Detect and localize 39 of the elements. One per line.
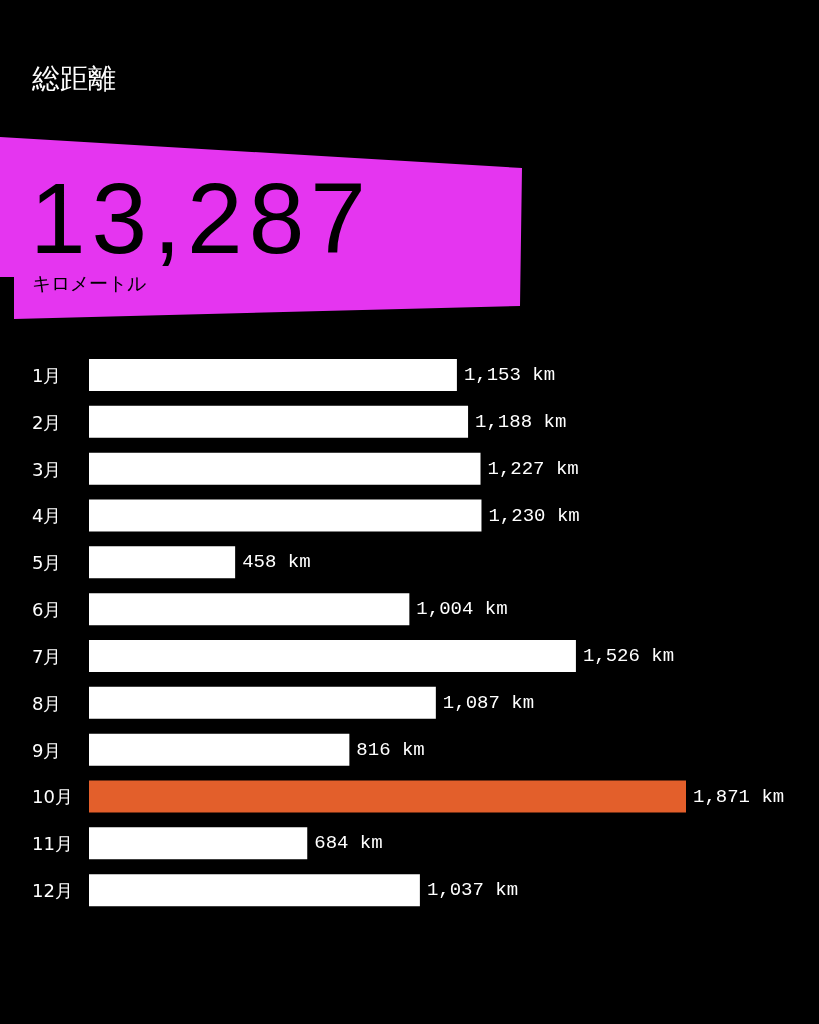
bar (89, 780, 686, 813)
data-label: 1,871 km (693, 785, 785, 808)
chart-title: 総距離 (32, 62, 116, 96)
y-tick-label: 4月 (32, 505, 62, 527)
bar (89, 874, 420, 907)
y-tick-label: 10月 (32, 786, 73, 808)
data-label: 1,188 km (475, 410, 567, 433)
y-tick-label: 9月 (32, 739, 62, 761)
data-label: 1,153 km (463, 364, 556, 386)
bar (89, 452, 481, 485)
bar (89, 499, 482, 532)
data-label: 684 km (314, 832, 383, 855)
data-label: 816 km (356, 738, 425, 761)
text: 13,287 (30, 162, 372, 274)
y-tick-label: 11月 (32, 833, 73, 855)
bar (89, 405, 469, 438)
y-tick-label: 6月 (32, 599, 62, 621)
bar (89, 827, 308, 860)
data-label: 1,004 km (416, 598, 508, 621)
bar (89, 686, 436, 719)
data-label: 1,526 km (582, 645, 675, 667)
y-tick-label: 7月 (32, 645, 62, 667)
bar (89, 593, 410, 626)
bar (89, 359, 457, 391)
bar (89, 546, 236, 579)
data-label: 458 km (242, 551, 311, 574)
y-tick-label: 5月 (32, 552, 62, 574)
y-tick-label: 3月 (32, 458, 62, 480)
y-tick-label: 1月 (32, 364, 62, 386)
y-tick-label: 2月 (32, 411, 62, 433)
y-tick-label: 12月 (32, 880, 73, 902)
bar (89, 640, 576, 672)
data-label: 1,230 km (488, 504, 580, 527)
text: キロメートル (32, 272, 146, 294)
data-label: 1,227 km (487, 457, 579, 480)
y-tick-label: 8月 (32, 692, 62, 714)
data-label: 1,037 km (426, 879, 519, 902)
data-label: 1,087 km (442, 691, 535, 714)
bar (89, 733, 350, 766)
